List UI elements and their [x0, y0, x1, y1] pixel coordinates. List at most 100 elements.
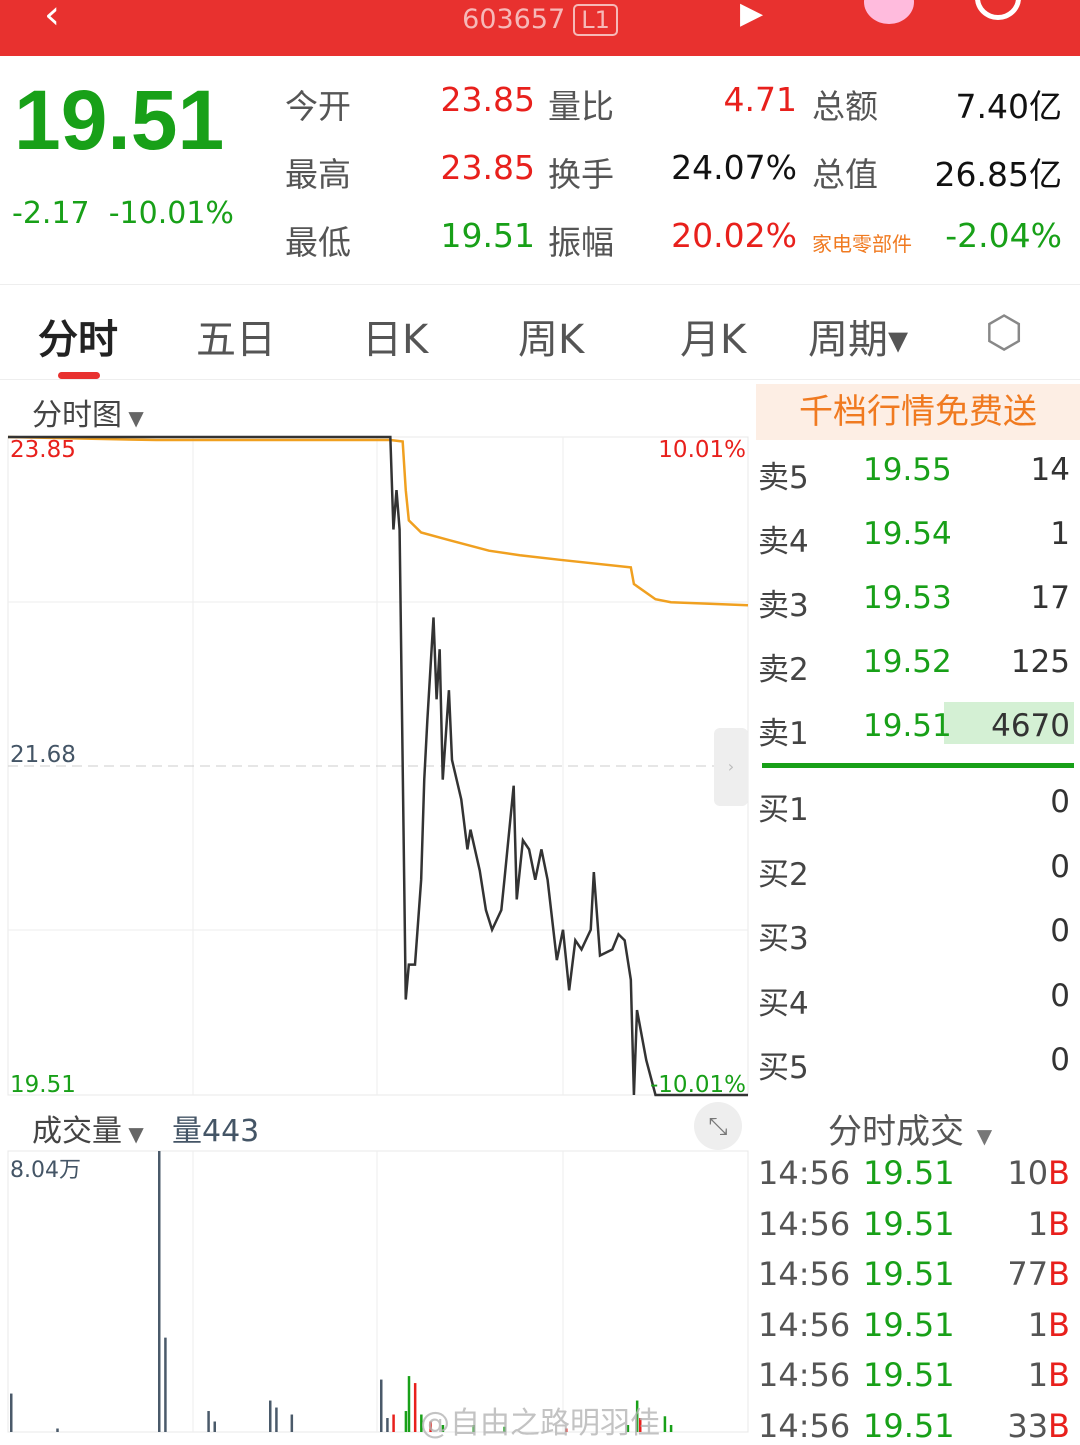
tab-2[interactable]: 日K	[362, 307, 428, 365]
trades-header[interactable]: 分时成交 ▼	[828, 1112, 993, 1152]
tab-label: 分时	[38, 317, 118, 363]
trade-side: B	[1048, 1356, 1070, 1394]
trade-time: 14:56	[758, 1406, 851, 1445]
volume-bar	[290, 1414, 294, 1432]
volume-bar	[626, 1425, 630, 1432]
ask-row[interactable]: 卖4 19.54 1	[758, 516, 1074, 560]
field-label: 家电零部件	[812, 232, 912, 256]
fullscreen-icon[interactable]: ⤡	[694, 1102, 742, 1150]
ask-row[interactable]: 卖5 19.55 14	[758, 452, 1074, 496]
volume-bar	[669, 1425, 673, 1432]
price-bottom-label: 19.51	[10, 1072, 76, 1098]
ask-price: 19.52	[863, 644, 952, 680]
volume-bar	[269, 1400, 272, 1432]
trade-vol-number: 1	[1027, 1305, 1049, 1344]
tab-label: 月K	[680, 317, 747, 363]
trade-side: B	[1048, 1204, 1070, 1243]
volume-chart	[7, 1150, 749, 1433]
tab-label: 五日	[196, 317, 276, 363]
trade-price: 19.51	[863, 1356, 955, 1394]
bid-volume: 0	[1050, 848, 1070, 885]
tab-3[interactable]: 周K	[518, 307, 584, 365]
ask-row[interactable]: 卖3 19.53 17	[758, 580, 1074, 624]
volume-bar	[56, 1428, 59, 1432]
play-icon[interactable]: ▶	[740, 0, 764, 31]
stock-code: 603657 L1	[0, 4, 1080, 36]
pct-bottom-label: -10.01%	[650, 1072, 746, 1098]
last-price: 19.51	[14, 73, 225, 167]
ask-label: 卖1	[758, 716, 809, 752]
expand-panel-handle[interactable]: ›	[714, 728, 748, 806]
tab-label: 周K	[518, 317, 585, 363]
code-text: 603657	[462, 4, 566, 35]
price-line	[8, 435, 748, 1097]
field-value: -2.04%	[945, 216, 1062, 255]
back-icon[interactable]: ‹	[44, 0, 60, 38]
chart-type-selector[interactable]: 分时图 ▼	[32, 398, 144, 433]
price-change: -2.17 -10.01%	[12, 196, 234, 231]
selector-label: 分时图	[32, 398, 122, 433]
volume-bar	[565, 1428, 568, 1432]
field-label: 振幅	[548, 223, 614, 262]
volume-bar	[10, 1393, 13, 1432]
volume-max-label: 8.04万	[10, 1158, 81, 1183]
bid-row[interactable]: 买4 0	[758, 977, 1074, 1022]
ask-volume: 1	[1050, 516, 1070, 552]
volume-bar	[413, 1383, 417, 1432]
trade-time: 14:56	[758, 1154, 851, 1192]
tab-label: 周期	[808, 317, 888, 363]
trade-time: 14:56	[758, 1255, 851, 1293]
ask-price: 19.55	[863, 452, 952, 488]
field-label: 换手	[548, 155, 614, 194]
ask-row[interactable]: 卖2 19.52 125	[758, 644, 1074, 688]
ask-volume: 125	[1010, 644, 1070, 680]
trade-volume: 77B	[1007, 1255, 1070, 1293]
volume-bar	[407, 1376, 411, 1432]
level-badge[interactable]: L1	[573, 4, 618, 36]
volume-bar	[472, 1425, 475, 1432]
tab-1[interactable]: 五日	[196, 307, 276, 365]
change-value: -2.17	[12, 196, 90, 231]
trade-time: 14:56	[758, 1204, 851, 1243]
field-value: 7.40亿	[955, 87, 1062, 126]
tab-5[interactable]: 周期▾	[808, 307, 908, 365]
bid-volume: 0	[1050, 977, 1070, 1014]
volume-selector[interactable]: 成交量 ▼	[32, 1114, 144, 1149]
volume-bar	[275, 1407, 278, 1432]
field-value: 20.02%	[671, 216, 797, 255]
settings-icon[interactable]: ⬡	[985, 307, 1024, 358]
trade-volume: 1B	[1028, 1205, 1070, 1243]
bid-label: 买4	[758, 985, 809, 1022]
tab-4[interactable]: 月K	[680, 307, 746, 365]
chart-tabs: 分时 五日 日K 周K 月K 周期▾	[0, 284, 1080, 380]
trade-vol-number: 1	[1027, 1356, 1049, 1394]
trade-side: B	[1048, 1406, 1070, 1445]
field-value: 19.51	[440, 216, 535, 255]
pct-top-label: 10.01%	[658, 437, 746, 463]
price-chart[interactable]	[0, 430, 756, 1100]
bid-row[interactable]: 买5 0	[758, 1042, 1074, 1086]
ask-price: 19.51	[863, 708, 952, 744]
bid-volume: 0	[1050, 913, 1070, 949]
watermark: @自由之路明羽佳	[420, 1406, 660, 1441]
volume-bar	[404, 1411, 408, 1432]
promo-banner[interactable]: 千档行情免费送	[756, 384, 1080, 440]
volume-bar	[164, 1337, 167, 1432]
bid-row[interactable]: 买1 0	[758, 784, 1074, 828]
field-value: 23.85	[440, 80, 535, 119]
price-top-label: 23.85	[10, 437, 76, 463]
change-pct: -10.01%	[108, 196, 234, 231]
ask-label: 卖4	[758, 524, 809, 560]
bid-label: 买2	[758, 856, 809, 893]
field-value: 26.85亿	[934, 155, 1062, 194]
field-value: 23.85	[440, 148, 535, 187]
trade-vol-number: 77	[1007, 1255, 1049, 1293]
trade-price: 19.51	[863, 1406, 955, 1445]
ask-row[interactable]: 卖1 19.51 4670	[758, 702, 1074, 752]
tab-0[interactable]: 分时	[38, 307, 118, 365]
bid-row[interactable]: 买3 0	[758, 913, 1074, 957]
ask-label: 卖3	[758, 588, 809, 624]
field-label: 总额	[812, 87, 878, 126]
trade-vol-number: 10	[1007, 1154, 1049, 1192]
bid-row[interactable]: 买2 0	[758, 848, 1074, 893]
